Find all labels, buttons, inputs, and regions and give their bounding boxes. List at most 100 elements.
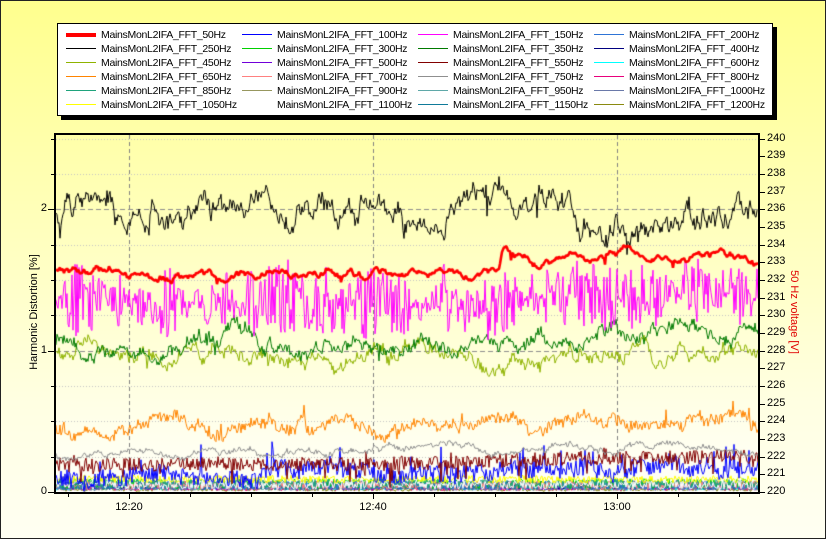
legend-item[interactable]: MainsMonL2IFA_FFT_50Hz — [66, 28, 238, 41]
legend-item[interactable]: MainsMonL2IFA_FFT_300Hz — [242, 42, 414, 55]
legend-line-swatch — [66, 90, 96, 92]
legend-item[interactable]: MainsMonL2IFA_FFT_750Hz — [418, 70, 590, 83]
axis-tick — [51, 280, 54, 281]
legend-item[interactable]: MainsMonL2IFA_FFT_1000Hz — [594, 84, 766, 97]
y-right-tick-label: 232 — [767, 273, 785, 285]
legend-item-label: MainsMonL2IFA_FFT_50Hz — [101, 29, 226, 41]
axis-tick — [678, 494, 679, 497]
legend-item[interactable]: MainsMonL2IFA_FFT_900Hz — [242, 84, 414, 97]
chart-canvas[interactable] — [56, 135, 758, 492]
legend-line-swatch — [594, 34, 624, 36]
legend-item[interactable]: MainsMonL2IFA_FFT_400Hz — [594, 42, 766, 55]
legend-item-label: MainsMonL2IFA_FFT_800Hz — [629, 71, 759, 83]
legend-line-swatch — [66, 62, 96, 64]
legend-item[interactable]: MainsMonL2IFA_FFT_650Hz — [66, 70, 238, 83]
legend-item[interactable]: MainsMonL2IFA_FFT_1150Hz — [418, 98, 590, 111]
axis-tick — [760, 156, 765, 157]
legend-item[interactable]: MainsMonL2IFA_FFT_550Hz — [418, 56, 590, 69]
axis-tick — [190, 494, 191, 497]
legend-line-swatch — [242, 76, 272, 78]
legend-item[interactable]: MainsMonL2IFA_FFT_1200Hz — [594, 98, 766, 111]
axis-tick — [760, 439, 765, 440]
y-right-tick-label: 220 — [767, 485, 785, 497]
axis-tick — [760, 280, 765, 281]
y-right-tick-label: 238 — [767, 167, 785, 179]
legend-item[interactable]: MainsMonL2IFA_FFT_700Hz — [242, 70, 414, 83]
legend-item[interactable]: MainsMonL2IFA_FFT_250Hz — [66, 42, 238, 55]
axis-tick — [760, 474, 765, 475]
axis-tick — [760, 368, 765, 369]
legend-line-swatch — [242, 34, 272, 36]
y-right-tick-label: 229 — [767, 326, 785, 338]
legend-line-swatch — [594, 48, 624, 50]
legend-line-swatch — [594, 90, 624, 92]
legend-item[interactable]: MainsMonL2IFA_FFT_950Hz — [418, 84, 590, 97]
legend-line-swatch — [418, 76, 448, 78]
legend-item[interactable]: MainsMonL2IFA_FFT_500Hz — [242, 56, 414, 69]
y-left-tick-label: 1 — [25, 344, 47, 356]
legend-line-swatch — [418, 34, 448, 36]
legend-item-label: MainsMonL2IFA_FFT_300Hz — [277, 43, 407, 55]
axis-tick — [556, 494, 557, 497]
legend-item[interactable]: MainsMonL2IFA_FFT_100Hz — [242, 28, 414, 41]
legend-line-swatch — [242, 62, 272, 64]
axis-tick — [760, 245, 765, 246]
x-tick-label: 12:20 — [115, 501, 143, 513]
axis-tick — [495, 494, 496, 497]
axis-tick — [129, 494, 130, 499]
legend-item[interactable]: MainsMonL2IFA_FFT_850Hz — [66, 84, 238, 97]
legend-item[interactable]: MainsMonL2IFA_FFT_200Hz — [594, 28, 766, 41]
legend-item-label: MainsMonL2IFA_FFT_1150Hz — [453, 99, 588, 111]
axis-tick — [51, 315, 54, 316]
legend-item-label: MainsMonL2IFA_FFT_700Hz — [277, 71, 407, 83]
axis-tick — [48, 209, 54, 210]
y-right-tick-label: 236 — [767, 202, 785, 214]
chart-window: MainsMonL2IFA_FFT_50Hz MainsMonL2IFA_FFT_… — [0, 0, 826, 539]
y-right-tick-label: 221 — [767, 467, 785, 479]
legend-item[interactable]: MainsMonL2IFA_FFT_800Hz — [594, 70, 766, 83]
axis-tick — [760, 227, 765, 228]
axis-tick — [760, 351, 765, 352]
axis-tick — [48, 492, 54, 493]
legend-line-swatch — [242, 48, 272, 50]
legend-line-swatch — [66, 48, 96, 50]
legend-item-label: MainsMonL2IFA_FFT_1200Hz — [629, 99, 765, 111]
axis-tick — [373, 494, 374, 499]
axis-tick — [760, 298, 765, 299]
axis-tick — [760, 492, 765, 493]
legend-item[interactable]: MainsMonL2IFA_FFT_600Hz — [594, 56, 766, 69]
x-tick-label: 12:40 — [359, 501, 387, 513]
legend: MainsMonL2IFA_FFT_50Hz MainsMonL2IFA_FFT_… — [57, 23, 773, 116]
legend-item[interactable]: MainsMonL2IFA_FFT_1100Hz — [242, 98, 414, 111]
axis-tick — [51, 386, 54, 387]
plot-area — [54, 133, 760, 494]
legend-item[interactable]: MainsMonL2IFA_FFT_350Hz — [418, 42, 590, 55]
legend-item-label: MainsMonL2IFA_FFT_250Hz — [101, 43, 231, 55]
legend-item[interactable]: MainsMonL2IFA_FFT_1050Hz — [66, 98, 238, 111]
legend-item-label: MainsMonL2IFA_FFT_500Hz — [277, 57, 407, 69]
y-right-tick-label: 240 — [767, 132, 785, 144]
legend-item[interactable]: MainsMonL2IFA_FFT_450Hz — [66, 56, 238, 69]
legend-item-label: MainsMonL2IFA_FFT_200Hz — [629, 29, 759, 41]
legend-item-label: MainsMonL2IFA_FFT_1000Hz — [629, 85, 765, 97]
y-right-tick-label: 223 — [767, 432, 785, 444]
legend-item-label: MainsMonL2IFA_FFT_400Hz — [629, 43, 759, 55]
legend-line-swatch — [66, 76, 96, 78]
axis-tick — [51, 139, 54, 140]
axis-tick — [760, 262, 765, 263]
axis-tick — [760, 404, 765, 405]
axis-tick — [760, 139, 765, 140]
legend-line-swatch — [594, 76, 624, 78]
axis-tick — [760, 421, 765, 422]
legend-item[interactable]: MainsMonL2IFA_FFT_150Hz — [418, 28, 590, 41]
legend-line-swatch — [66, 33, 96, 37]
axis-tick — [760, 192, 765, 193]
y-left-tick-label: 0 — [25, 485, 47, 497]
axis-tick — [760, 386, 765, 387]
axis-tick — [760, 457, 765, 458]
axis-tick — [760, 333, 765, 334]
axis-tick — [51, 245, 54, 246]
axis-tick — [51, 457, 54, 458]
legend-item-label: MainsMonL2IFA_FFT_1050Hz — [101, 99, 237, 111]
axis-tick — [760, 209, 765, 210]
